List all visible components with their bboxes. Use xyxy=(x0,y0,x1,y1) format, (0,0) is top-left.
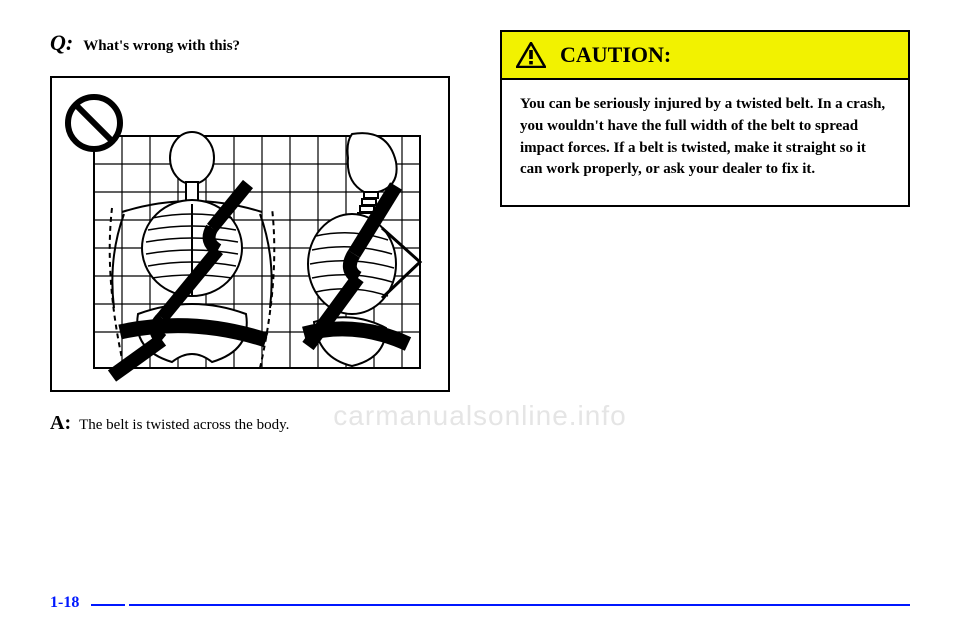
page-content: Q: What's wrong with this? xyxy=(0,0,960,435)
caution-header: CAUTION: xyxy=(502,32,908,80)
question-line: Q: What's wrong with this? xyxy=(50,30,450,56)
page-number: 1-18 xyxy=(50,594,79,612)
answer-line: A: The belt is twisted across the body. xyxy=(50,412,450,435)
caution-body: You can be seriously injured by a twiste… xyxy=(502,80,908,205)
caution-box: CAUTION: You can be seriously injured by… xyxy=(500,30,910,207)
page-footer: 1-18 xyxy=(50,594,910,612)
left-column: Q: What's wrong with this? xyxy=(50,30,450,435)
seatbelt-figure xyxy=(50,76,450,392)
warning-icon xyxy=(516,42,546,68)
footer-rule-segment xyxy=(91,604,125,606)
a-text: The belt is twisted across the body. xyxy=(79,417,289,433)
a-label: A: xyxy=(50,412,71,434)
no-icon xyxy=(68,97,120,149)
q-label: Q: xyxy=(50,30,73,55)
right-column: CAUTION: You can be seriously injured by… xyxy=(500,30,910,435)
seatbelt-illustration xyxy=(52,78,450,392)
q-text: What's wrong with this? xyxy=(83,38,240,54)
footer-rule xyxy=(129,604,910,606)
caution-label: CAUTION: xyxy=(560,42,671,68)
